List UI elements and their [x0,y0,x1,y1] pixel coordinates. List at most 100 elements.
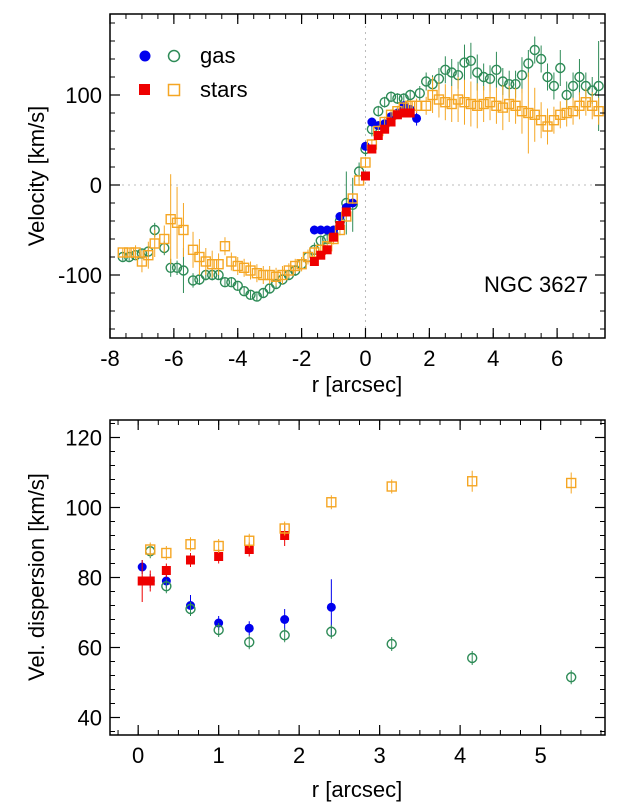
y-tick-label: 100 [65,496,102,521]
y-tick-label: 60 [78,636,102,661]
data-point [414,87,425,99]
data-point [326,626,337,637]
data-point [440,96,451,108]
data-point [238,262,250,273]
data-point [187,275,199,286]
data-point [360,157,371,168]
data-point [171,262,183,273]
data-point [523,107,534,119]
data-point [367,144,377,154]
data-point [420,100,432,112]
data-point [264,269,275,281]
x-tick-label: -2 [292,346,312,371]
data-point [548,114,560,126]
data-point [523,58,534,69]
data-point [309,257,319,266]
data-point [392,110,402,120]
x-tick-label: 2 [293,743,305,768]
data-point [386,481,397,492]
dispersion-data-points [137,470,577,685]
y-tick-label: 40 [78,706,102,731]
data-point [117,247,128,258]
x-tick-label: 4 [454,743,466,768]
data-point [219,240,231,252]
data-point [497,102,509,113]
velocity-axis-ticks: -8 -6 -4 -2 0 2 4 6 -100 0 100 [58,14,606,371]
data-point [542,71,553,83]
legend-stars-filled-marker [139,84,150,95]
data-point [565,672,577,683]
x-tick-label: 0 [359,346,371,371]
x-tick-label: -6 [164,346,184,371]
data-point [165,213,176,225]
velocity-plot-frame [109,13,606,339]
data-point [244,535,255,546]
data-point [420,76,432,87]
x-tick-label: 1 [213,743,225,768]
data-point [185,603,196,615]
series-stars_open [117,72,604,286]
legend-gas-label: gas [200,43,235,68]
data-point [593,105,604,117]
series-gas_open [117,36,604,302]
data-point [244,623,254,633]
x-tick-label: 5 [534,743,546,768]
data-point [466,476,478,487]
data-point [452,94,464,105]
data-point [136,256,148,267]
data-point [548,80,560,92]
data-point [258,269,269,281]
data-point [296,259,307,270]
series-stars_filled [137,525,290,602]
data-point [329,232,339,242]
data-point [386,638,397,650]
data-point [440,64,451,76]
data-point [574,100,585,112]
y-tick-label: 100 [65,83,102,108]
data-point [529,109,540,121]
data-point [491,64,502,76]
data-point [386,117,396,127]
data-point [529,44,540,56]
data-point [466,652,478,664]
dispersion-axis-ticks: 0 1 2 3 4 5 40 60 80 100 120 [65,420,605,768]
x-tick-label: -4 [228,346,248,371]
data-point [309,225,319,235]
series-stars_filled [309,108,415,266]
data-point [446,67,457,78]
y-tick-label: 120 [65,426,102,451]
data-point [335,221,345,230]
data-point [145,544,156,555]
data-point [232,260,243,272]
data-point [159,233,170,245]
data-point [251,268,263,279]
x-tick-label: 0 [132,743,144,768]
series-stars_open [145,470,577,560]
legend: gas stars [139,43,248,102]
data-point [433,94,445,105]
data-point [516,105,528,117]
dispersion-panel: 0 1 2 3 4 5 40 60 80 100 120 r [arcsec] Vel. dispe… [24,419,606,802]
data-point [143,249,154,261]
data-point [465,98,477,110]
data-point [213,624,224,636]
data-point [178,224,189,236]
data-point [567,80,579,92]
legend-gas-open-marker [167,49,181,63]
data-point [130,247,141,258]
velocity-x-axis-label: r [arcsec] [312,372,402,397]
data-point [185,539,196,550]
data-point [123,247,135,258]
data-point [279,630,290,641]
x-tick-label: 4 [487,346,499,371]
y-tick-label: 80 [78,566,102,591]
data-point [510,100,521,112]
galaxy-annotation: NGC 3627 [484,272,588,297]
data-point [516,69,528,81]
data-point [385,91,397,103]
data-point [593,80,604,92]
data-point [347,193,358,204]
data-point [244,637,255,648]
data-point [178,265,189,276]
y-tick-label: 0 [90,173,102,198]
